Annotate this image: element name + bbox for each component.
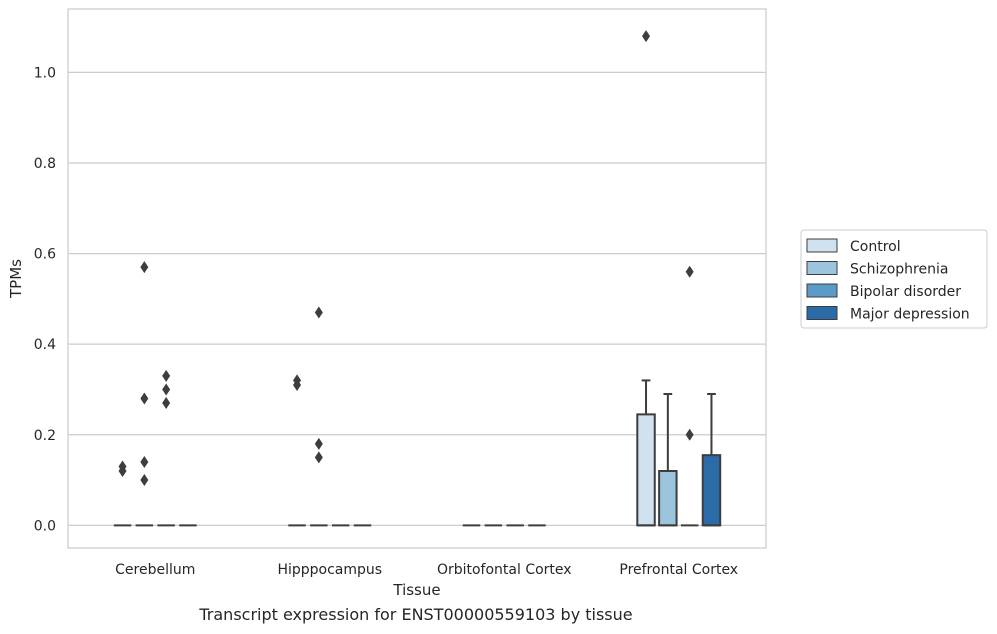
legend: Control Schizophrenia Bipolar disorder Majo…: [800, 229, 988, 329]
outlier-point: [140, 455, 149, 468]
y-tick-label: 0.6: [34, 247, 56, 263]
x-tick-label: Hipppocampus: [277, 562, 382, 578]
outlier-point: [118, 460, 127, 473]
y-tick-label: 0.4: [34, 337, 56, 353]
legend-swatch: [806, 261, 838, 275]
plot-frame: [67, 8, 767, 549]
legend-frame: [800, 229, 988, 329]
y-tick-label: 0.8: [34, 156, 56, 172]
outlier-point: [162, 397, 171, 410]
outlier-point: [293, 374, 302, 387]
box: [658, 470, 678, 527]
box: [701, 454, 722, 527]
box-3-3: [701, 393, 722, 527]
outlier-point: [314, 451, 323, 464]
legend-label: Bipolar disorder: [850, 284, 961, 300]
x-axis-label: Tissue: [392, 581, 440, 599]
outlier-point: [162, 369, 171, 382]
x-tick-label: Prefrontal Cortex: [619, 562, 738, 578]
legend-label: Major depression: [850, 307, 970, 323]
legend-swatch: [806, 306, 838, 320]
y-tick-label: 0.0: [34, 518, 56, 534]
chart-caption: Transcript expression for ENST0000055910…: [199, 605, 633, 624]
legend-swatch: [806, 238, 838, 253]
box-3-0: [636, 379, 656, 527]
outlier-point: [642, 30, 651, 43]
box: [636, 413, 656, 527]
y-tick-label: 1.0: [34, 65, 56, 81]
legend-label: Schizophrenia: [850, 262, 948, 278]
outlier-point: [140, 392, 149, 405]
gridlines: [68, 71, 766, 526]
outlier-point: [314, 437, 323, 450]
x-tick-label: Orbitofontal Cortex: [437, 562, 572, 578]
x-axis: Cerebellum Hipppocampus Orbitofontal Corte…: [115, 562, 738, 578]
outlier-point: [162, 383, 171, 396]
outlier-point: [685, 428, 694, 441]
box-3-1: [658, 393, 678, 527]
outlier-point: [140, 474, 149, 487]
y-axis: 0.0 0.2 0.4 0.6 0.8 1.0: [34, 65, 56, 534]
legend-label: Control: [850, 239, 901, 255]
outlier-point: [140, 261, 149, 274]
outlier-point: [685, 265, 694, 278]
plot-area: [113, 30, 722, 527]
outlier-point: [314, 306, 323, 319]
x-tick-label: Cerebellum: [115, 562, 195, 578]
legend-swatch: [806, 283, 838, 298]
y-tick-label: 0.2: [34, 428, 56, 444]
y-axis-label: TPMs: [7, 259, 25, 299]
